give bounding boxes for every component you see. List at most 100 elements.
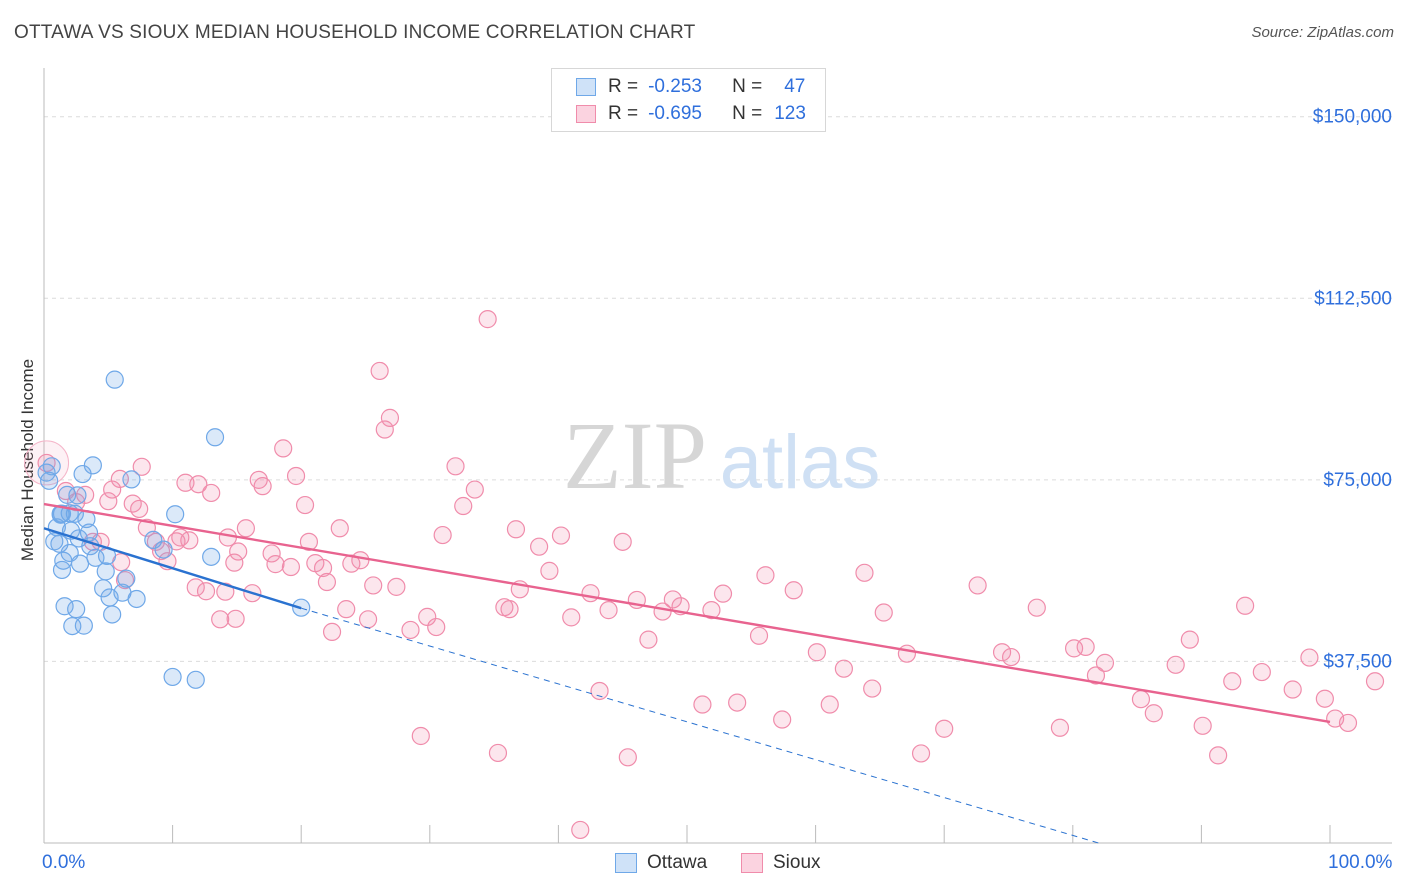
sioux-point xyxy=(146,532,165,551)
ottawa-swatch xyxy=(576,78,596,96)
ottawa-point xyxy=(58,485,77,504)
sioux-point xyxy=(236,519,256,538)
sioux-point xyxy=(1144,704,1163,723)
sioux-point xyxy=(186,578,205,597)
ottawa-point xyxy=(52,560,72,580)
sioux-point xyxy=(465,480,484,499)
watermark-zip: ZIP xyxy=(563,402,707,509)
legend-r-label: R = xyxy=(608,103,639,124)
ottawa-point xyxy=(122,470,141,489)
sioux-point xyxy=(1050,718,1070,737)
sioux-point xyxy=(370,361,389,381)
ottawa-point xyxy=(42,457,61,476)
sioux-point xyxy=(130,499,149,519)
sioux-point xyxy=(387,577,406,596)
sioux-point xyxy=(266,555,285,574)
sioux-trend-line xyxy=(43,502,1331,724)
sioux-point xyxy=(613,532,632,551)
ottawa-point xyxy=(60,543,79,563)
sioux-point xyxy=(1131,690,1151,709)
sioux-point xyxy=(317,572,337,592)
sioux-point xyxy=(1027,598,1046,617)
sioux-point xyxy=(1209,746,1228,765)
sioux-point xyxy=(478,310,497,329)
sioux-point xyxy=(380,408,400,427)
sioux-point xyxy=(253,477,272,496)
correlation-legend: R = -0.253 N = 47 R = -0.695 N = 123 xyxy=(551,68,826,132)
sioux-point xyxy=(530,537,549,556)
sioux-point xyxy=(411,726,430,746)
sioux-legend-swatch xyxy=(741,853,763,873)
ottawa-point xyxy=(96,562,115,581)
sioux-point xyxy=(551,526,571,545)
sioux-point xyxy=(202,483,221,503)
y-tick-label: $37,500 xyxy=(1323,651,1392,672)
sioux-point xyxy=(76,485,95,504)
sioux-point xyxy=(1252,662,1271,682)
sioux-point xyxy=(216,582,235,601)
sioux-point xyxy=(540,561,559,580)
axes xyxy=(43,68,1392,844)
sioux-point xyxy=(773,710,792,729)
sioux-point xyxy=(1236,596,1255,615)
sioux-point xyxy=(295,495,315,515)
sioux-point xyxy=(663,590,682,609)
sioux-point xyxy=(784,581,803,600)
sioux-point xyxy=(189,475,208,494)
sioux-point xyxy=(581,584,600,603)
sioux-point xyxy=(313,558,333,578)
sioux-point xyxy=(968,576,987,595)
sioux-point xyxy=(506,520,526,539)
ottawa-legend-label: Ottawa xyxy=(647,852,708,873)
chart-title: OTTAWA VS SIOUX MEDIAN HOUSEHOLD INCOME … xyxy=(14,22,696,43)
ottawa-point xyxy=(50,534,69,553)
y-tick-label: $150,000 xyxy=(1313,107,1392,128)
ottawa-point xyxy=(83,456,102,475)
sioux-point xyxy=(358,610,378,629)
ottawa-point xyxy=(74,616,93,635)
ottawa-point xyxy=(154,540,173,559)
sioux-point xyxy=(1095,653,1115,672)
sioux-point xyxy=(756,566,775,585)
sioux-points xyxy=(24,310,1385,840)
series-legend: Ottawa Sioux xyxy=(0,852,1406,876)
sioux-point xyxy=(1001,647,1021,667)
sioux-point xyxy=(1315,689,1334,708)
ottawa-point xyxy=(117,569,136,588)
sioux-point xyxy=(590,681,609,701)
sioux-point xyxy=(132,457,151,476)
sioux-point xyxy=(454,496,473,516)
sioux-point xyxy=(488,743,508,763)
ottawa-point xyxy=(40,471,59,490)
sioux-point xyxy=(99,492,118,511)
sioux-point xyxy=(226,609,245,628)
sioux-swatch xyxy=(576,105,596,123)
sioux-point xyxy=(834,659,853,678)
legend-n-label: N = xyxy=(732,103,763,124)
sioux-point xyxy=(693,695,712,714)
sioux-point-large xyxy=(24,440,70,486)
sioux-point xyxy=(262,544,281,563)
ottawa-legend-swatch xyxy=(615,853,637,873)
sioux-point xyxy=(992,643,1012,662)
sioux-point xyxy=(446,457,465,476)
sioux-point xyxy=(1365,672,1385,691)
ottawa-point xyxy=(166,505,185,524)
sioux-point xyxy=(1223,672,1242,691)
sioux-point xyxy=(713,584,733,603)
sioux-point xyxy=(863,679,882,698)
sioux-point xyxy=(897,644,917,663)
ottawa-point xyxy=(103,605,122,624)
ottawa-point xyxy=(186,670,205,689)
sioux-point xyxy=(1193,716,1212,735)
ottawa-points xyxy=(37,370,311,689)
sioux-point xyxy=(639,630,658,649)
legend-item-sioux: Sioux xyxy=(741,852,821,874)
legend-n-value: 123 xyxy=(774,103,806,124)
sioux-point xyxy=(935,719,954,738)
ottawa-point xyxy=(86,548,105,567)
ottawa-point xyxy=(163,667,182,687)
sioux-point xyxy=(299,532,319,551)
legend-r-value: -0.253 xyxy=(648,76,702,97)
sioux-point xyxy=(702,601,721,620)
